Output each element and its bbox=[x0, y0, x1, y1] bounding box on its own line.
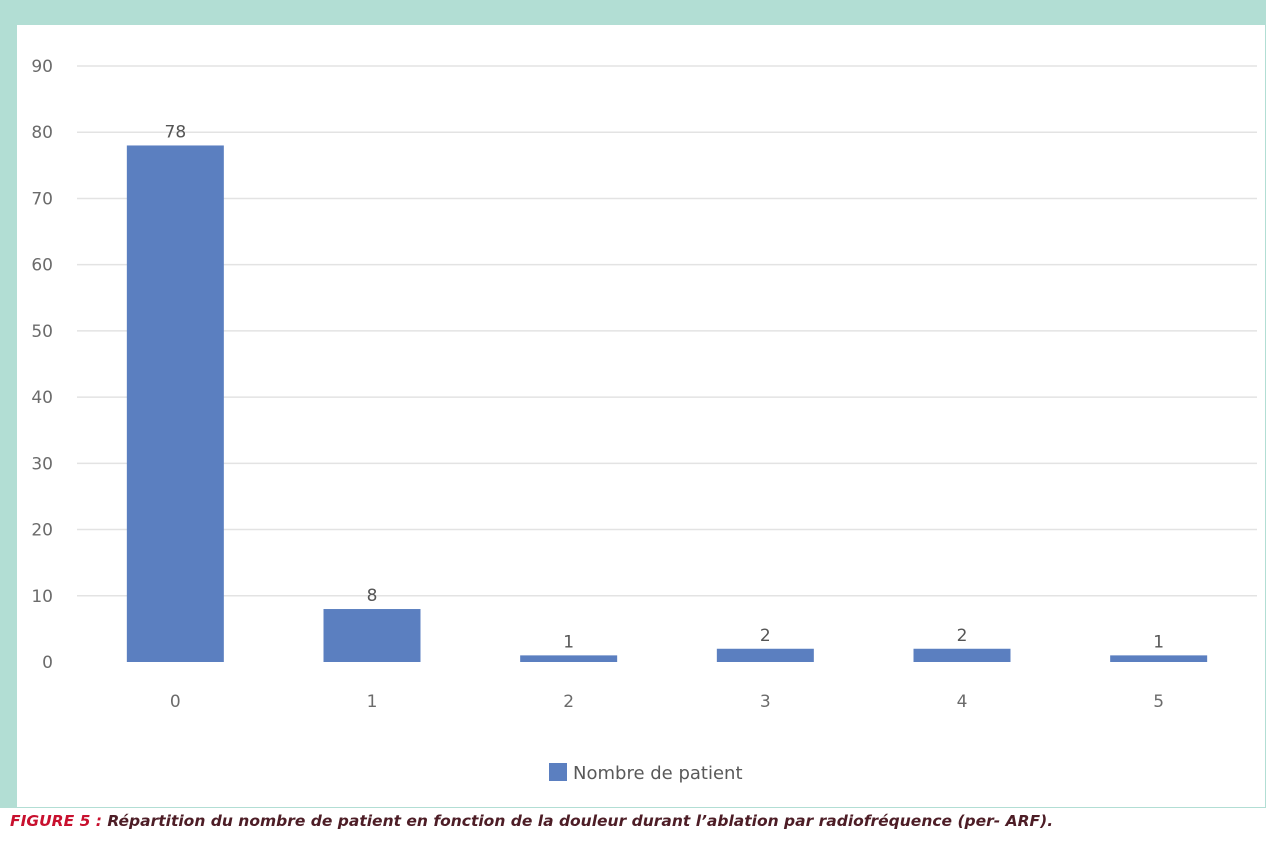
x-tick-label-3: 3 bbox=[760, 692, 771, 712]
figure-caption: FIGURE 5 : Répartition du nombre de pati… bbox=[10, 812, 1260, 830]
figure-frame: 0 10 20 30 40 50 60 70 80 90 78 8 1 2 2 1 0 1 2 3 4 5 Nombr… bbox=[0, 0, 1266, 808]
data-label-3: 2 bbox=[760, 626, 771, 646]
y-axis-ticks: 0 10 20 30 40 50 60 70 80 90 bbox=[31, 57, 53, 673]
y-tick-label: 90 bbox=[31, 57, 53, 77]
x-tick-label-0: 0 bbox=[170, 692, 181, 712]
bar-0 bbox=[126, 145, 224, 662]
gridlines bbox=[77, 65, 1257, 597]
figure-caption-text: Répartition du nombre de patient en fonc… bbox=[101, 812, 1054, 830]
y-tick-label: 0 bbox=[42, 653, 53, 673]
data-label-1: 8 bbox=[367, 586, 378, 606]
y-tick-label: 50 bbox=[31, 322, 53, 342]
data-labels: 78 8 1 2 2 1 bbox=[165, 122, 1165, 652]
legend-swatch bbox=[549, 763, 567, 781]
y-tick-label: 30 bbox=[31, 454, 53, 474]
bar-2 bbox=[520, 655, 618, 662]
data-label-2: 1 bbox=[563, 632, 574, 652]
x-tick-label-5: 5 bbox=[1153, 692, 1164, 712]
bar-3 bbox=[716, 648, 814, 662]
y-tick-label: 40 bbox=[31, 388, 53, 408]
figure-number: FIGURE 5 : bbox=[10, 812, 102, 830]
y-tick-label: 10 bbox=[31, 587, 53, 607]
bar-1 bbox=[323, 609, 421, 662]
legend: Nombre de patient bbox=[549, 763, 743, 784]
bar-5 bbox=[1110, 655, 1208, 662]
x-tick-label-4: 4 bbox=[957, 692, 968, 712]
data-label-4: 2 bbox=[957, 626, 968, 646]
bar-chart: 0 10 20 30 40 50 60 70 80 90 78 8 1 2 2 1 0 1 2 3 4 5 Nombr… bbox=[31, 57, 1257, 784]
bar-4 bbox=[913, 648, 1011, 662]
y-tick-label: 20 bbox=[31, 521, 53, 541]
y-tick-label: 70 bbox=[31, 189, 53, 209]
x-tick-label-1: 1 bbox=[367, 692, 378, 712]
legend-label: Nombre de patient bbox=[573, 763, 743, 784]
chart-panel: 0 10 20 30 40 50 60 70 80 90 78 8 1 2 2 1 0 1 2 3 4 5 Nombr… bbox=[17, 25, 1265, 807]
data-label-5: 1 bbox=[1153, 632, 1164, 652]
y-tick-label: 80 bbox=[31, 123, 53, 143]
x-axis-ticks: 0 1 2 3 4 5 bbox=[170, 692, 1164, 712]
bars bbox=[126, 145, 1208, 662]
data-label-0: 78 bbox=[165, 122, 187, 142]
x-tick-label-2: 2 bbox=[563, 692, 574, 712]
y-tick-label: 60 bbox=[31, 256, 53, 276]
